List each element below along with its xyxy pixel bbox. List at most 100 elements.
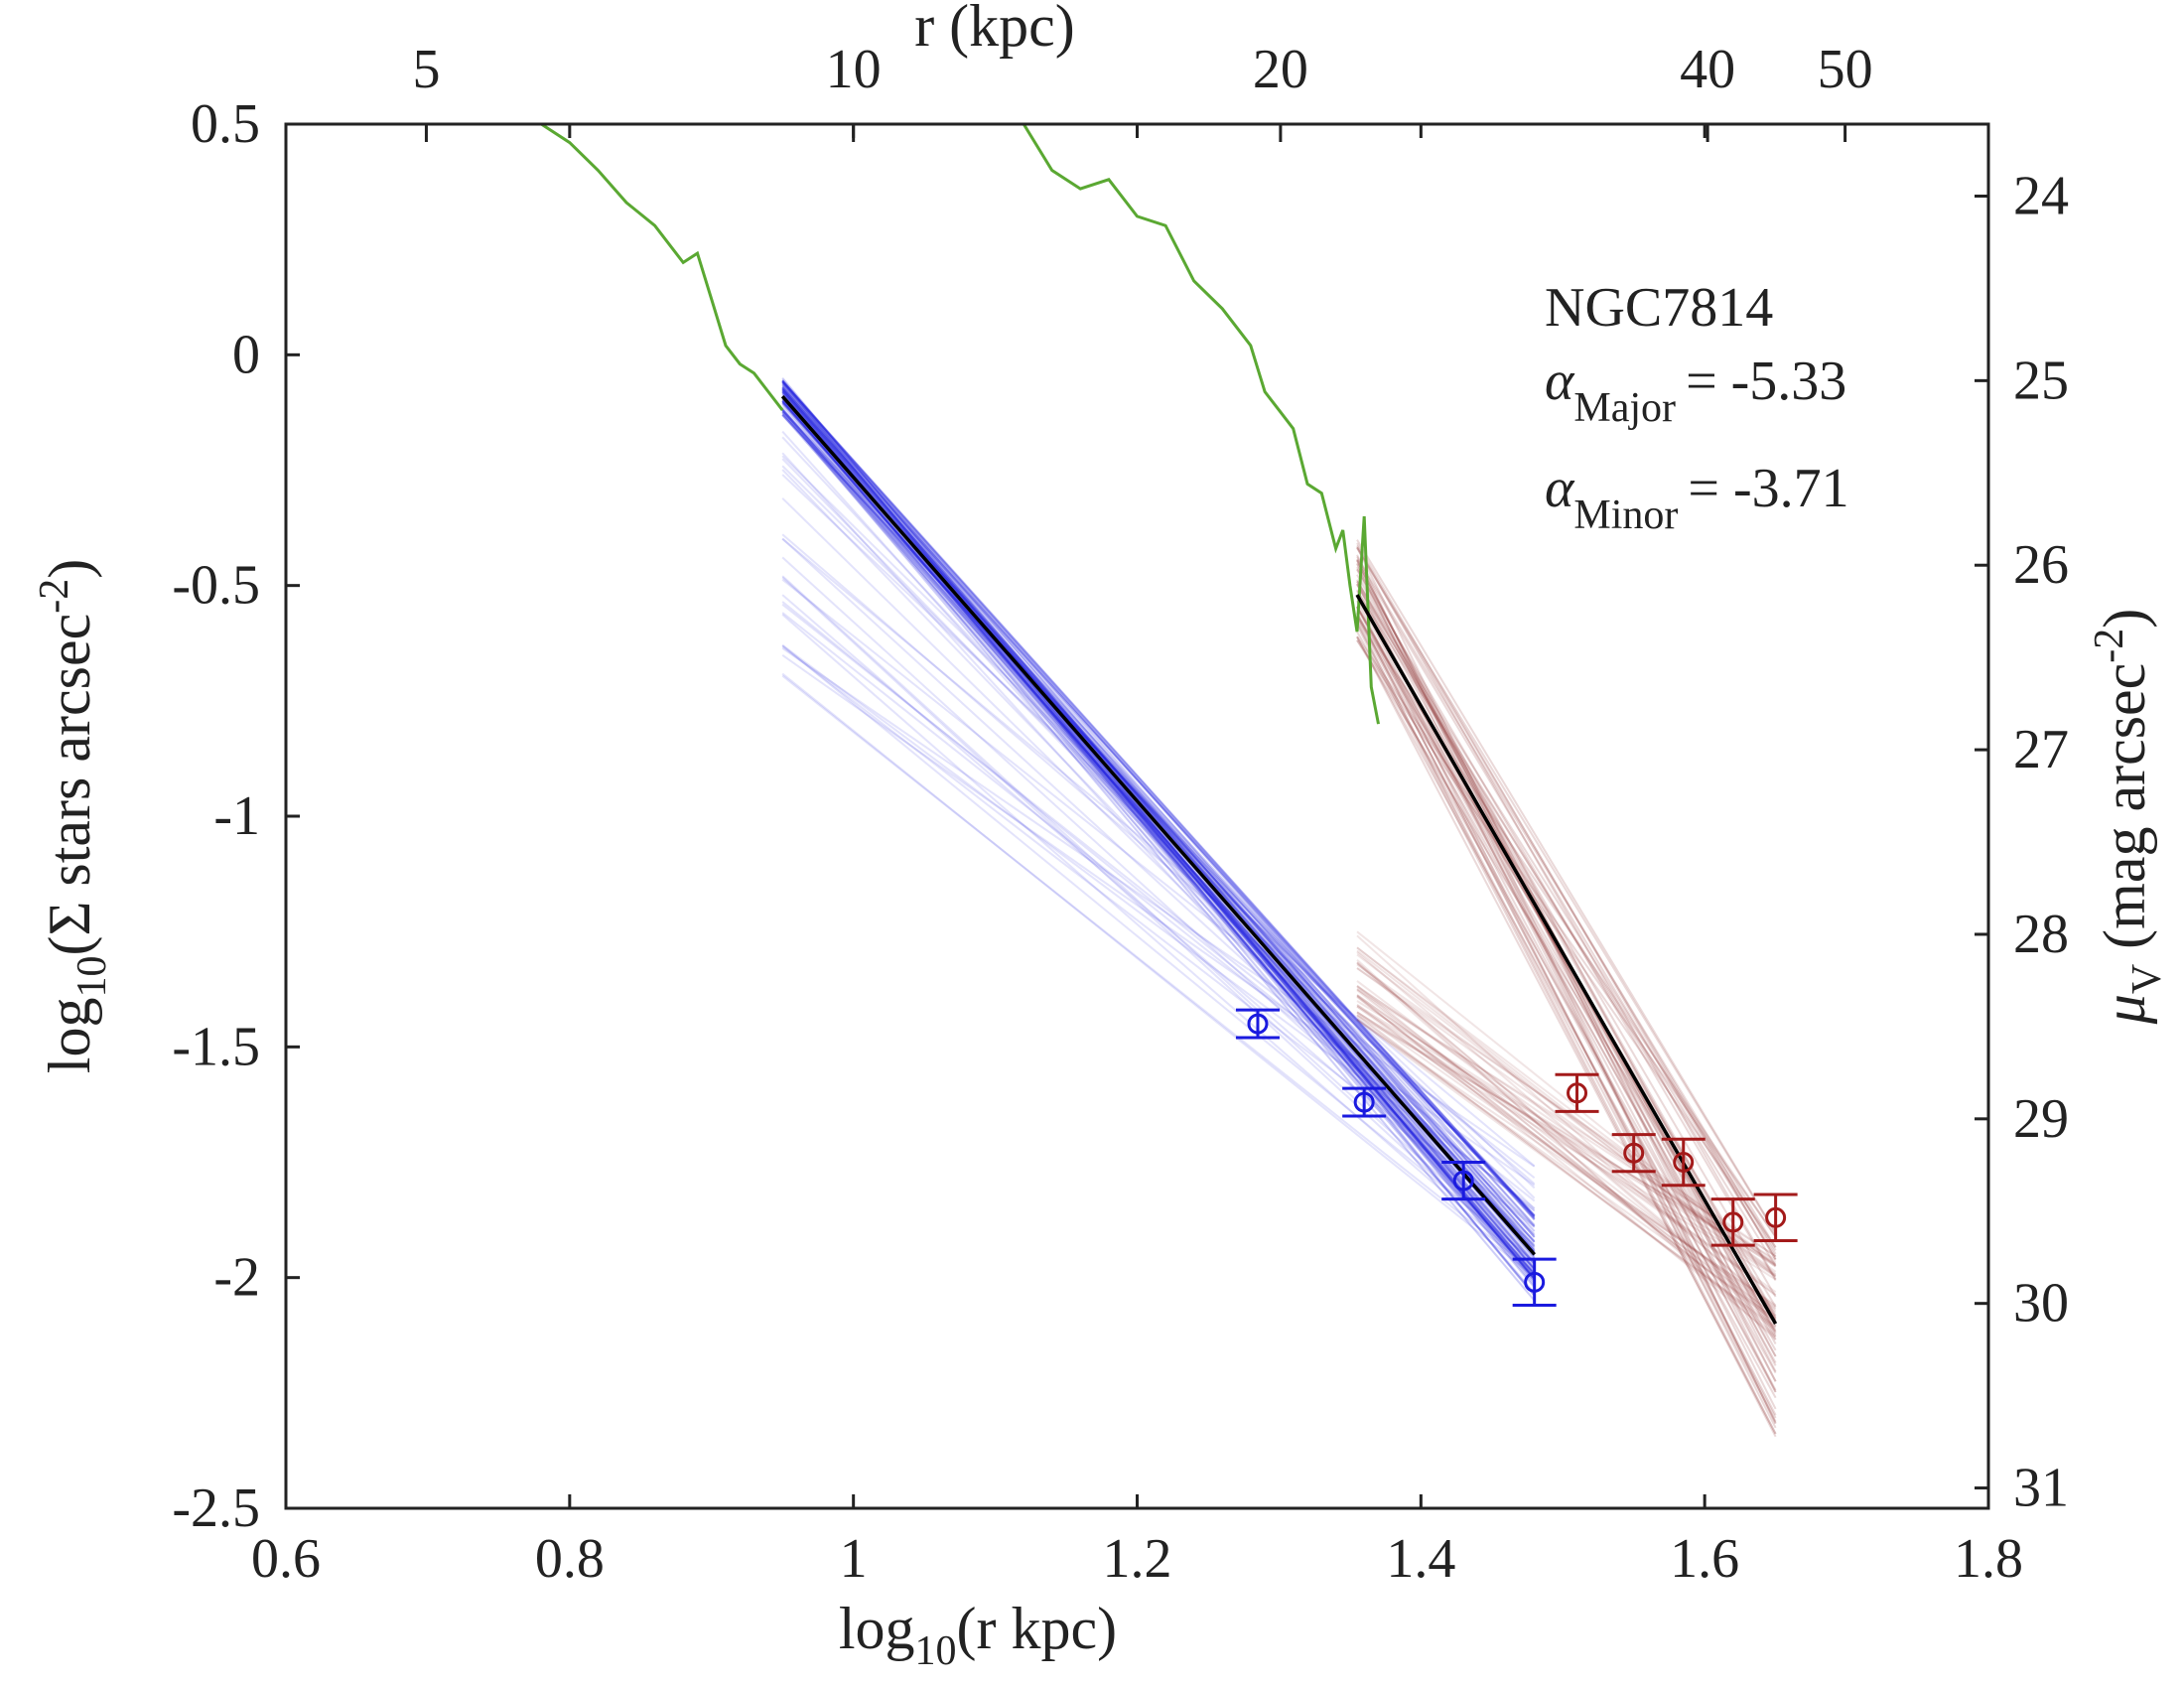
major-ensemble-line <box>781 469 1536 1247</box>
major-ensemble-line <box>781 377 1536 1282</box>
major-ensemble-line <box>781 388 1536 1243</box>
major-ensemble-line <box>781 614 1536 1273</box>
major-ensemble-line <box>781 383 1536 1280</box>
major-ensemble-line <box>781 672 1536 1278</box>
major-fit-ensemble <box>781 377 1536 1302</box>
major-ensemble-line <box>781 409 1536 1257</box>
minor-ensemble-line <box>1356 962 1777 1337</box>
minor-ensemble-line <box>1356 590 1777 1258</box>
major-ensemble-line <box>781 408 1536 1295</box>
major-ensemble-line <box>781 385 1536 1276</box>
minor-ensemble-line <box>1356 953 1777 1276</box>
major-ensemble-line <box>781 646 1536 1168</box>
minor-data-point <box>1710 1197 1755 1247</box>
x-tick-label: 1.6 <box>1670 1528 1739 1590</box>
minor-ensemble-line <box>1356 1019 1777 1307</box>
minor-ensemble-line <box>1356 961 1777 1319</box>
minor-ensemble-line <box>1356 616 1777 1357</box>
major-ensemble-line <box>781 465 1536 1210</box>
minor-ensemble-line <box>1356 639 1777 1248</box>
minor-ensemble-line <box>1356 636 1777 1399</box>
minor-ensemble-line <box>1356 625 1777 1438</box>
major-ensemble-line <box>781 674 1536 1274</box>
minor-ensemble-line <box>1356 989 1777 1322</box>
major-ensemble-line <box>781 400 1536 1270</box>
major-ensemble-line <box>781 379 1536 1238</box>
minor-ensemble-line <box>1356 556 1777 1249</box>
minor-ensemble-line <box>1356 980 1777 1297</box>
minor-ensemble-line <box>1356 580 1777 1251</box>
minor-ensemble-line <box>1356 596 1777 1382</box>
minor-ensemble-line <box>1356 1013 1777 1332</box>
minor-ensemble-line <box>1356 558 1777 1260</box>
minor-ensemble-line <box>1356 934 1777 1313</box>
x-tick-label: 1.8 <box>1954 1528 2023 1590</box>
minor-ensemble-line <box>1356 618 1777 1391</box>
right-tick-label: 26 <box>2013 534 2069 596</box>
y-tick-label: -1.5 <box>172 1016 260 1077</box>
minor-ensemble-line <box>1356 562 1777 1424</box>
series-layer <box>540 122 1778 1325</box>
minor-ensemble-line <box>1356 580 1777 1298</box>
minor-ensemble-line <box>1356 607 1777 1393</box>
major-ensemble-line <box>781 414 1536 1217</box>
minor-ensemble-line <box>1356 985 1777 1328</box>
major-ensemble-line <box>781 389 1536 1216</box>
major-ensemble-line <box>781 400 1536 1263</box>
minor-ensemble-line <box>1356 621 1777 1435</box>
minor-ensemble-line <box>1356 1004 1777 1265</box>
major-data-point <box>1342 1086 1387 1118</box>
minor-ensemble-line <box>1356 606 1777 1351</box>
minor-ensemble-line <box>1356 1003 1777 1317</box>
right-tick-label: 30 <box>2013 1273 2069 1335</box>
major-ensemble-line <box>781 386 1536 1252</box>
y-tick-label: -1 <box>213 785 260 847</box>
minor-ensemble-line <box>1356 1011 1777 1308</box>
minor-ensemble-line <box>1356 1011 1777 1281</box>
major-ensemble-line <box>781 576 1536 1270</box>
minor-ensemble-line <box>1356 584 1777 1267</box>
top-tick-label: 40 <box>1680 39 1735 100</box>
galaxy-name: NGC7814 <box>1545 277 1773 339</box>
minor-ensemble-line <box>1356 631 1777 1374</box>
minor-ensemble-line <box>1356 566 1777 1366</box>
major-ensemble-line <box>781 413 1536 1279</box>
major-ensemble-line <box>781 395 1536 1238</box>
y-tick-label: 0 <box>232 324 260 385</box>
right-y-axis-label: μV (mag arcsec-2) <box>2087 609 2170 1026</box>
major-ensemble-line <box>781 386 1536 1220</box>
y-tick-label: -2 <box>213 1247 260 1309</box>
y-tick-label: -0.5 <box>172 555 260 617</box>
major-ensemble-line <box>781 400 1536 1271</box>
major-ensemble-line <box>781 458 1536 1228</box>
minor-ensemble-line <box>1356 995 1777 1324</box>
major-ensemble-line <box>781 379 1536 1265</box>
major-ensemble-line <box>781 612 1536 1212</box>
minor-ensemble-line <box>1356 547 1777 1234</box>
major-fit-line <box>780 395 1537 1256</box>
minor-fit-ensemble <box>1356 539 1777 1438</box>
x-tick-label: 1 <box>840 1528 868 1590</box>
major-ensemble-line <box>781 386 1536 1253</box>
minor-ensemble-line <box>1356 635 1777 1435</box>
minor-ensemble-line <box>1356 622 1777 1423</box>
top-tick-label: 20 <box>1253 39 1308 100</box>
right-tick-label: 28 <box>2013 904 2069 965</box>
minor-ensemble-line <box>1356 568 1777 1281</box>
major-ensemble-line <box>781 537 1536 1168</box>
minor-ensemble-line <box>1356 1011 1777 1267</box>
minor-data-point <box>1661 1137 1706 1188</box>
minor-data-point <box>1753 1193 1798 1242</box>
minor-fit-line <box>1355 594 1778 1325</box>
minor-ensemble-line <box>1356 1014 1777 1261</box>
major-ensemble-line <box>781 405 1536 1267</box>
minor-ensemble-line <box>1356 606 1777 1364</box>
minor-ensemble-line <box>1356 600 1777 1429</box>
x-tick-label: 1.2 <box>1103 1528 1172 1590</box>
major-ensemble-line <box>781 594 1536 1246</box>
minor-ensemble-line <box>1356 613 1777 1416</box>
major-ensemble-line <box>781 474 1536 1190</box>
minor-ensemble-line <box>1356 544 1777 1280</box>
minor-ensemble-line <box>1356 1019 1777 1329</box>
minor-ensemble-line <box>1356 1000 1777 1268</box>
